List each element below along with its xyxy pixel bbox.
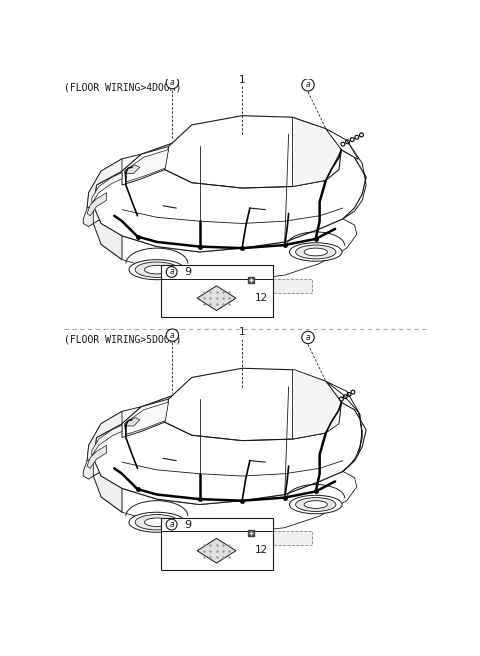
- Polygon shape: [124, 150, 168, 182]
- Ellipse shape: [296, 498, 336, 512]
- Bar: [161, 265, 273, 318]
- Ellipse shape: [144, 518, 169, 527]
- Ellipse shape: [129, 260, 185, 279]
- Text: a: a: [170, 331, 175, 340]
- Ellipse shape: [304, 248, 327, 256]
- Polygon shape: [122, 146, 168, 185]
- Ellipse shape: [135, 262, 179, 277]
- Polygon shape: [126, 165, 140, 173]
- Ellipse shape: [304, 501, 327, 508]
- Text: a: a: [306, 333, 310, 342]
- Polygon shape: [124, 402, 168, 434]
- Text: a: a: [170, 78, 175, 87]
- Polygon shape: [197, 539, 236, 563]
- Polygon shape: [126, 417, 140, 426]
- Polygon shape: [122, 399, 168, 438]
- Ellipse shape: [129, 512, 185, 532]
- Text: 1: 1: [239, 75, 245, 85]
- Text: a: a: [169, 520, 174, 529]
- Polygon shape: [83, 459, 93, 479]
- Text: 12: 12: [255, 545, 268, 556]
- Polygon shape: [87, 445, 107, 468]
- Polygon shape: [92, 425, 122, 456]
- Text: (FLOOR WIRING>5DOOR): (FLOOR WIRING>5DOOR): [64, 335, 181, 344]
- Polygon shape: [101, 472, 357, 533]
- Polygon shape: [93, 472, 122, 512]
- Circle shape: [302, 331, 314, 344]
- Polygon shape: [197, 286, 236, 310]
- Text: (FLOOR WIRING>4DOOR): (FLOOR WIRING>4DOOR): [64, 83, 181, 92]
- Text: a: a: [306, 81, 310, 89]
- Ellipse shape: [135, 514, 179, 530]
- Ellipse shape: [296, 245, 336, 259]
- Polygon shape: [292, 370, 341, 439]
- Circle shape: [166, 76, 179, 89]
- Polygon shape: [264, 531, 312, 545]
- Circle shape: [166, 519, 177, 530]
- Polygon shape: [326, 129, 366, 219]
- Text: 1: 1: [239, 327, 245, 337]
- Polygon shape: [93, 219, 122, 260]
- Bar: [161, 518, 273, 570]
- Polygon shape: [326, 129, 359, 159]
- Polygon shape: [165, 368, 341, 441]
- Polygon shape: [165, 115, 341, 188]
- Circle shape: [302, 79, 314, 91]
- Text: a: a: [169, 268, 174, 276]
- Circle shape: [166, 329, 179, 341]
- Text: 9: 9: [184, 520, 191, 529]
- Polygon shape: [264, 279, 312, 293]
- Polygon shape: [87, 159, 122, 208]
- Polygon shape: [83, 206, 93, 226]
- Polygon shape: [87, 411, 122, 461]
- Ellipse shape: [289, 495, 342, 514]
- Polygon shape: [292, 117, 341, 186]
- Ellipse shape: [144, 266, 169, 274]
- Polygon shape: [87, 407, 142, 461]
- Polygon shape: [87, 193, 107, 216]
- Text: 9: 9: [184, 267, 191, 277]
- Polygon shape: [87, 154, 142, 208]
- Text: 12: 12: [255, 293, 268, 303]
- Polygon shape: [101, 219, 357, 281]
- Ellipse shape: [289, 243, 342, 261]
- Circle shape: [166, 266, 177, 277]
- Polygon shape: [93, 133, 366, 252]
- Polygon shape: [326, 381, 362, 472]
- Polygon shape: [93, 385, 366, 504]
- Polygon shape: [92, 173, 122, 203]
